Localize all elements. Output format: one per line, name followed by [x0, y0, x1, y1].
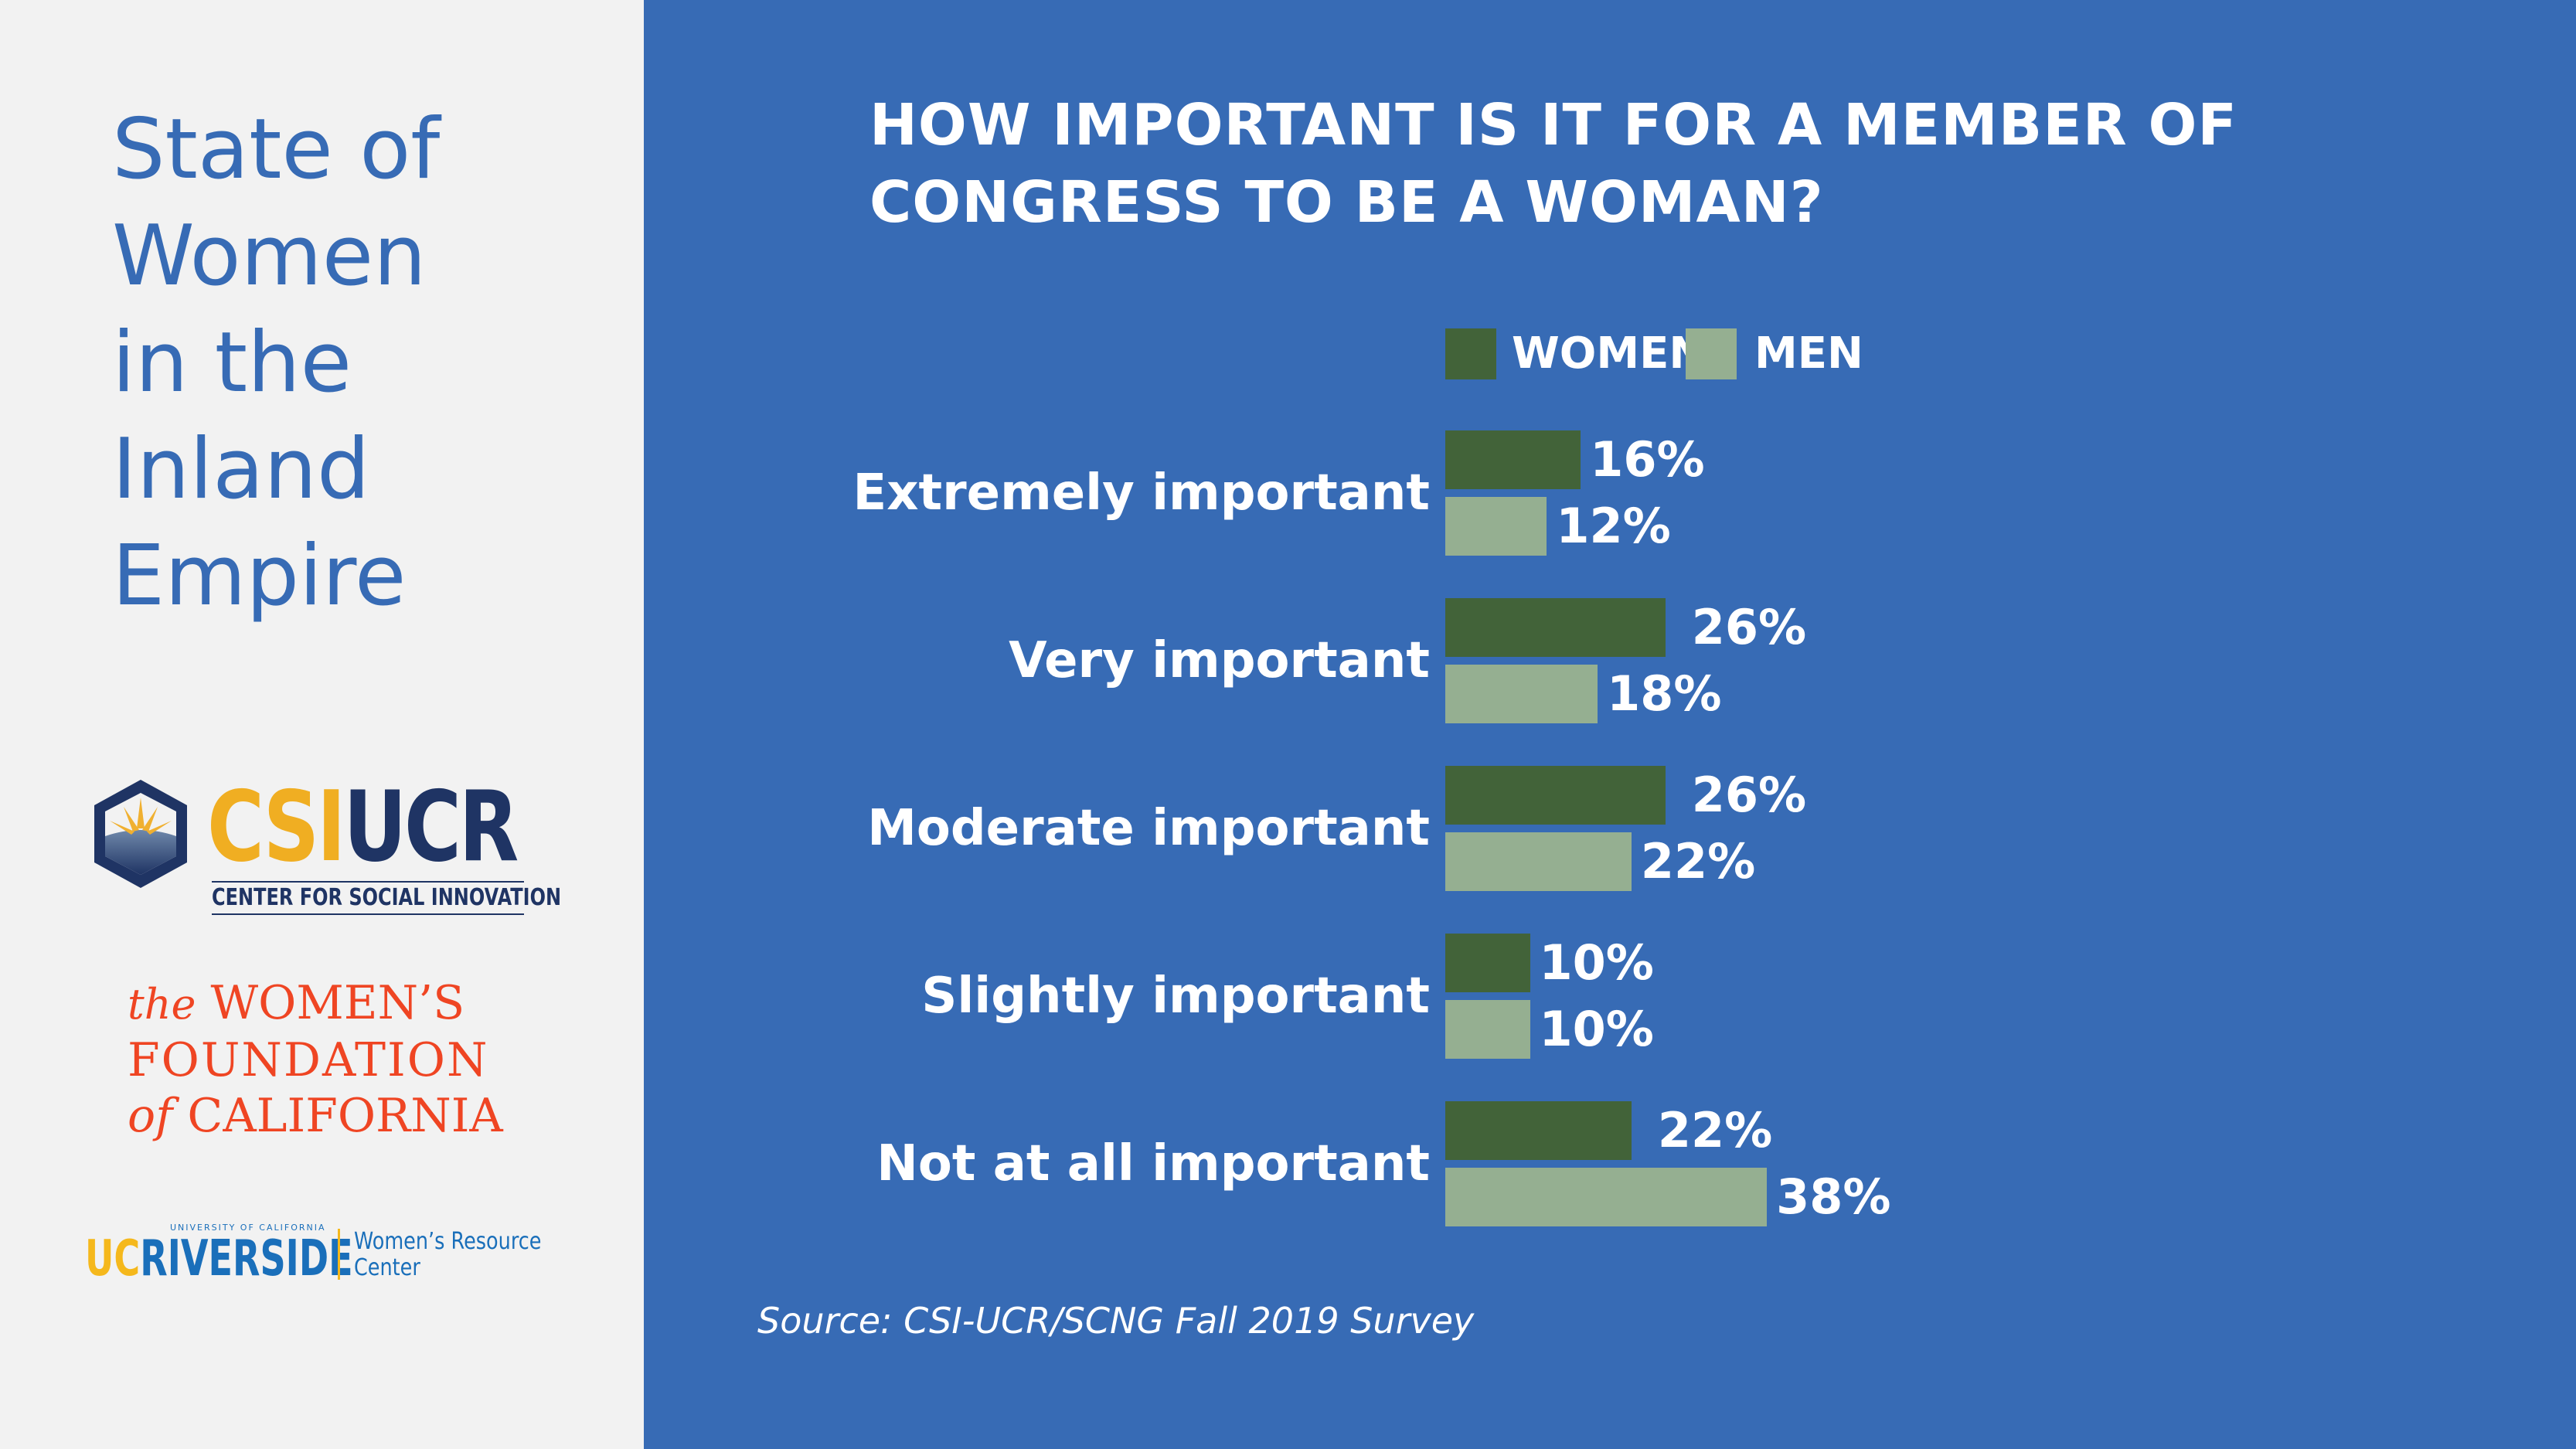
logo-text: UCR [343, 770, 519, 883]
logo-text: UNIVERSITY OF CALIFORNIA [170, 1223, 326, 1233]
logo-text: Center [354, 1254, 420, 1281]
bar-men [1445, 1168, 1768, 1226]
data-label: 16% [1590, 431, 1705, 488]
csiucr-logo: CSIUCR CENTER FOR SOCIAL INNOVATION [83, 770, 561, 927]
logo-text: CALIFORNIA [187, 1089, 503, 1143]
category-label: Moderate important [867, 800, 1430, 857]
logo-text: WOMEN’S [210, 976, 465, 1030]
logo-text: RIVERSIDE [140, 1230, 353, 1287]
data-label: 18% [1607, 665, 1722, 722]
report-title-line: Inland [112, 421, 370, 518]
bar-men [1445, 665, 1598, 723]
report-title-line: in the [112, 315, 352, 411]
legend-label-men: MEN [1754, 328, 1863, 379]
data-label: 10% [1539, 1001, 1654, 1057]
womens-foundation-logo: the WOMEN’S FOUNDATION of CALIFORNIA [128, 975, 503, 1144]
legend-swatch-women [1445, 328, 1496, 379]
logo-text: FOUNDATION [128, 1033, 489, 1087]
logo-subtitle: CENTER FOR SOCIAL INNOVATION [212, 881, 561, 915]
data-label: 12% [1556, 498, 1671, 554]
data-label: 26% [1691, 599, 1807, 655]
report-title-line: Women [112, 208, 427, 304]
logo-text: Women’s Resource [354, 1228, 542, 1255]
bar-men [1445, 1000, 1530, 1059]
report-title-line: Empire [112, 528, 407, 624]
logo-text: UC [85, 1230, 141, 1287]
chart-title: HOW IMPORTANT IS IT FOR A MEMBER OF CONG… [869, 87, 2237, 241]
data-label: 22% [1640, 833, 1756, 889]
category-label: Very important [1009, 632, 1430, 689]
legend-swatch-men [1686, 328, 1737, 379]
bar-men [1445, 832, 1632, 891]
category-label: Not at all important [876, 1135, 1430, 1192]
sun-hexagon-icon [94, 780, 187, 888]
data-label: 22% [1657, 1102, 1773, 1158]
bar-women [1445, 766, 1666, 825]
bar-women [1445, 934, 1530, 992]
ucr-womens-resource-logo: UNIVERSITY OF CALIFORNIA UCRIVERSIDE Wom… [85, 1223, 549, 1292]
logo-text: CSI [207, 770, 346, 883]
bar-women [1445, 430, 1581, 489]
bar-men [1445, 497, 1547, 556]
source-note: Source: CSI-UCR/SCNG Fall 2019 Survey [757, 1300, 1475, 1342]
bar-women [1445, 598, 1666, 657]
data-label: 38% [1776, 1168, 1891, 1225]
chart-title-line: CONGRESS TO BE A WOMAN? [869, 169, 1824, 236]
data-label: 26% [1691, 767, 1807, 823]
bar-women [1445, 1101, 1632, 1160]
report-title: State of Women in the Inland Empire [112, 97, 440, 630]
report-title-line: State of [112, 101, 441, 198]
logo-text: the [128, 980, 196, 1029]
chart-title-line: HOW IMPORTANT IS IT FOR A MEMBER OF [869, 92, 2237, 158]
category-label: Extremely important [852, 464, 1431, 522]
legend-label-women: WOMEN [1512, 328, 1706, 379]
data-label: 10% [1539, 934, 1654, 991]
sidebar: State of Women in the Inland Empire CSIU… [0, 0, 644, 1449]
logo-text: of [128, 1089, 173, 1143]
category-label: Slightly important [921, 968, 1430, 1025]
